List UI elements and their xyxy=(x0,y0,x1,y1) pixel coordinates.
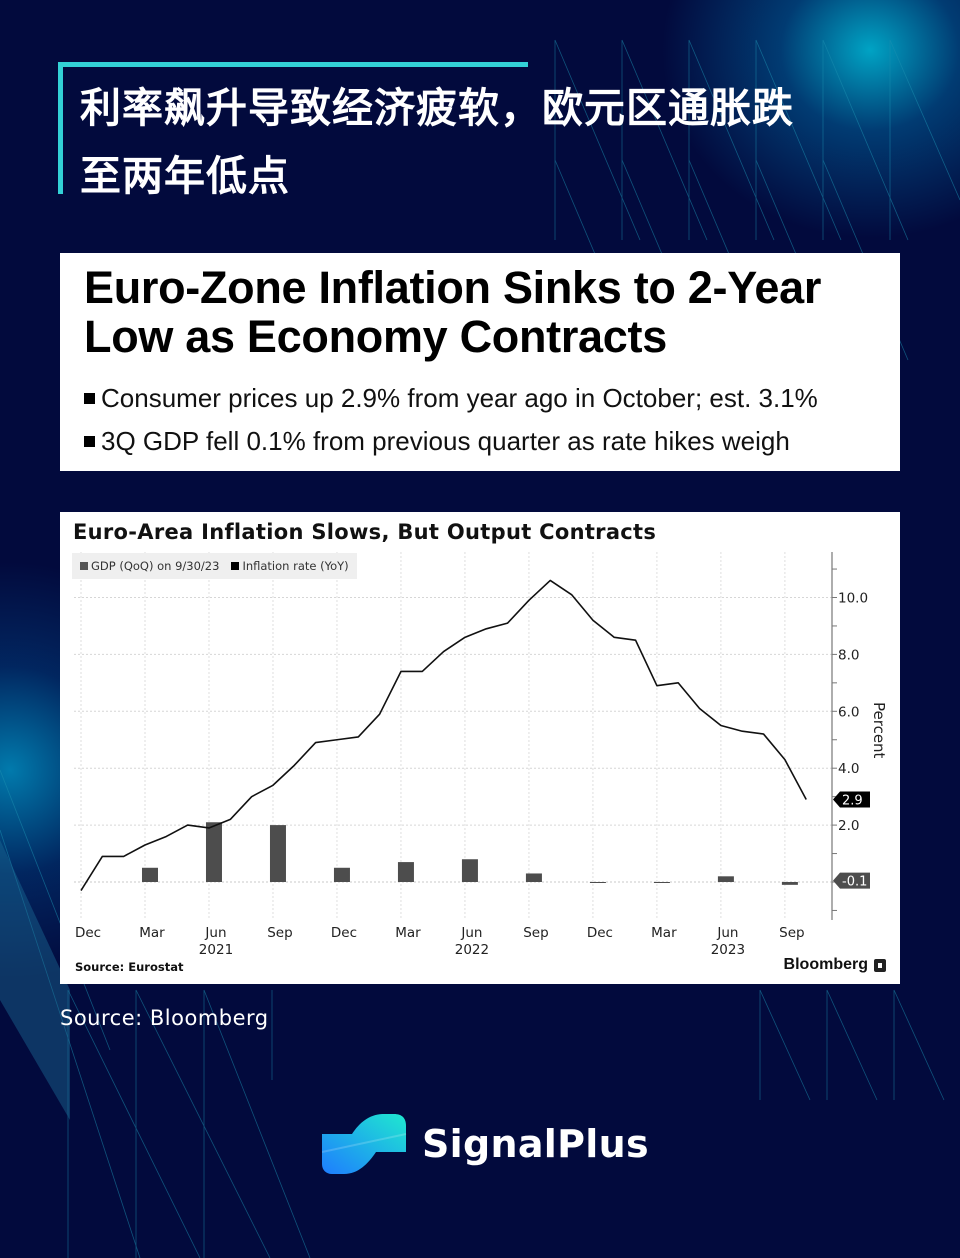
x-tick-year: 2021 xyxy=(199,942,233,958)
news-bullet: Consumer prices up 2.9% from year ago in… xyxy=(84,377,876,420)
chart-brand: Bloomberg xyxy=(784,956,886,974)
gdp-bar xyxy=(781,882,798,885)
legend-item-gdp: GDP (QoQ) on 9/30/23 xyxy=(80,559,219,573)
gdp-bar xyxy=(333,867,350,882)
x-tick-year: 2023 xyxy=(711,942,745,958)
gdp-bar xyxy=(269,825,286,882)
gdp-bar xyxy=(717,876,734,882)
y-tick-label: 6.0 xyxy=(838,704,859,720)
y-tick-label: 2.0 xyxy=(838,818,859,834)
x-tick-label: Mar xyxy=(139,925,165,941)
chart-legend: GDP (QoQ) on 9/30/23 Inflation rate (YoY… xyxy=(72,553,357,579)
bullet-square-icon xyxy=(84,436,95,447)
legend-swatch-gdp-icon xyxy=(80,562,88,570)
headline-line-1: 利率飙升导致经济疲软，欧元区通胀跌 xyxy=(80,84,794,132)
bullet-square-icon xyxy=(84,393,95,404)
chart-card: Dec Mar Jun 2021 Sep Dec Mar Jun 2022 Sep Dec Mar Ju… xyxy=(60,512,900,984)
headline: 利率飙升导致经济疲软，欧元区通胀跌 至两年低点 xyxy=(80,74,910,210)
gdp-bar xyxy=(141,867,158,882)
news-bullets: Consumer prices up 2.9% from year ago in… xyxy=(84,377,876,463)
x-tick-label: Sep xyxy=(779,925,804,941)
news-bullet: 3Q GDP fell 0.1% from previous quarter a… xyxy=(84,420,876,463)
x-tick-label: Dec xyxy=(75,925,101,941)
news-bullet-text: 3Q GDP fell 0.1% from previous quarter a… xyxy=(101,426,790,456)
x-tick-label: Dec xyxy=(331,925,357,941)
x-tick-label: Jun xyxy=(716,925,738,941)
headline-accent-bar-top xyxy=(58,62,528,67)
x-tick-label: Mar xyxy=(395,925,421,941)
headline-accent-bar-left xyxy=(58,62,63,194)
gdp-bar xyxy=(205,822,222,882)
gdp-bar xyxy=(461,859,478,882)
chart-source: Source: Eurostat xyxy=(75,960,184,974)
brand-name: SignalPlus xyxy=(422,1122,649,1166)
y-tick-label: 8.0 xyxy=(838,647,859,663)
gdp-bar xyxy=(525,873,542,882)
legend-swatch-inflation-icon xyxy=(231,562,240,570)
x-tick-label: Dec xyxy=(587,925,613,941)
gdp-last-value-tag-bg xyxy=(833,872,870,889)
gdp-bar xyxy=(589,882,606,883)
inflation-line xyxy=(80,579,807,891)
x-tick-year: 2022 xyxy=(455,942,489,958)
chart-title: Euro-Area Inflation Slows, But Output Co… xyxy=(73,520,657,544)
x-tick-label: Jun xyxy=(204,925,226,941)
y-axis-label: Percent xyxy=(870,702,888,759)
news-title: Euro-Zone Inflation Sinks to 2-Year Low … xyxy=(84,262,822,362)
signalplus-logo-icon xyxy=(322,1114,407,1174)
x-tick-label: Jun xyxy=(460,925,482,941)
x-tick-label: Mar xyxy=(651,925,677,941)
news-bullet-text: Consumer prices up 2.9% from year ago in… xyxy=(101,383,818,413)
inflation-last-value-tag-bg xyxy=(833,791,870,808)
y-tick-label: 4.0 xyxy=(838,761,859,777)
page-source: Source: Bloomberg xyxy=(60,1006,269,1030)
y-tick-label: 10.0 xyxy=(838,591,868,607)
legend-item-inflation: Inflation rate (YoY) xyxy=(231,559,349,573)
legend-label-inflation: Inflation rate (YoY) xyxy=(242,559,349,573)
bloomberg-chart-icon xyxy=(874,958,886,972)
x-tick-label: Sep xyxy=(267,925,292,941)
x-tick-label: Sep xyxy=(523,925,548,941)
gdp-bar xyxy=(653,882,670,883)
headline-line-2: 至两年低点 xyxy=(80,152,290,200)
news-card: Euro-Zone Inflation Sinks to 2-Year Low … xyxy=(60,253,900,471)
chart-brand-label: Bloomberg xyxy=(783,956,868,973)
brand-logo: SignalPlus xyxy=(322,1112,649,1176)
gdp-bar xyxy=(397,862,414,882)
legend-label-gdp: GDP (QoQ) on 9/30/23 xyxy=(91,559,220,573)
gdp-last-value-tag: -0.1 xyxy=(842,875,867,890)
inflation-last-value-tag: 2.9 xyxy=(842,793,863,808)
